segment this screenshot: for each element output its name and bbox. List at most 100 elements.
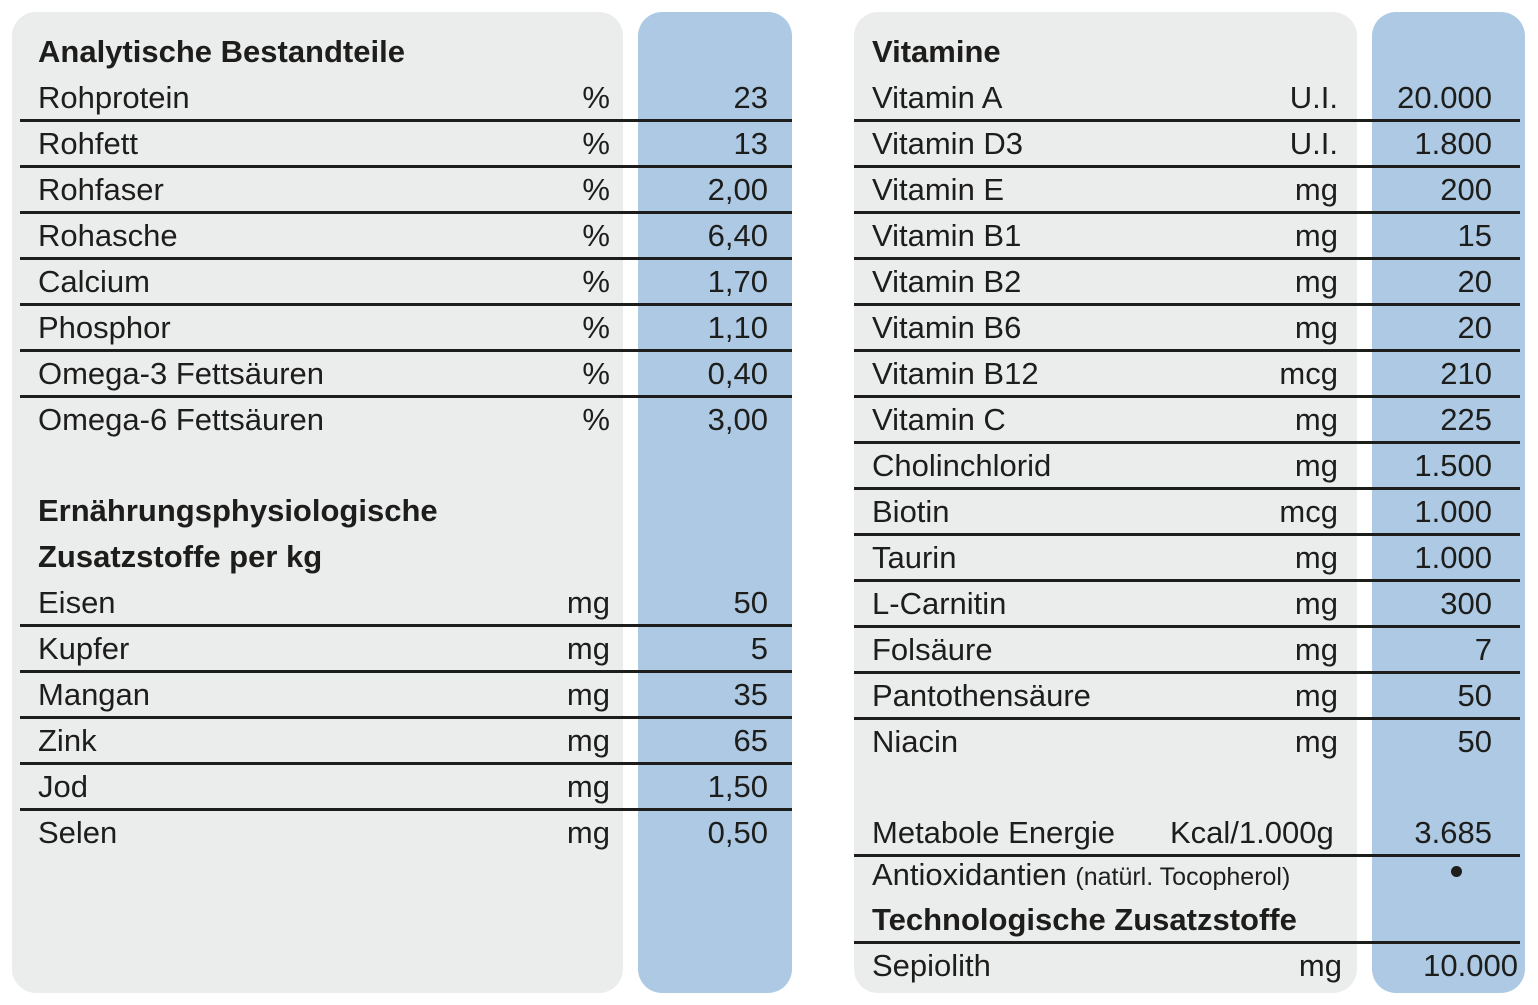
right-panel-background: [854, 12, 1357, 993]
row-unit: %: [582, 172, 610, 207]
row-label: Cholinchlorid: [872, 448, 1052, 483]
row-unit: mg: [1294, 678, 1338, 713]
table-row: Vitamin D3 U.I. 1.800: [0, 120, 1538, 169]
row-value: 225: [1440, 402, 1492, 437]
antioxidants-note: (natürl. Tocopherol): [1075, 863, 1291, 891]
row-label: Taurin: [872, 540, 957, 575]
table-row: Vitamin E mg 200: [0, 166, 1538, 215]
row-value: 65: [733, 723, 768, 758]
row-value: 10.000: [1423, 948, 1518, 983]
row-label: Rohfaser: [38, 172, 164, 207]
row-unit: mg: [1294, 310, 1338, 345]
table-row: Zink mg 65: [0, 717, 1538, 766]
table-row: L-Carnitin mg 300: [0, 580, 1538, 629]
energy-label: Metabole Energie: [872, 815, 1115, 850]
table-row: Calcium % 1,70: [0, 258, 1538, 307]
row-unit: mg: [1294, 632, 1338, 667]
row-value: 50: [733, 585, 768, 620]
row-value: 20.000: [1397, 80, 1492, 115]
row-unit: mg: [566, 769, 610, 804]
row-unit: mg: [1298, 948, 1342, 983]
zusatzstoffe-heading-row: Ernährungsphysiologische: [0, 487, 1538, 533]
section-heading: Vitamine: [872, 34, 1001, 69]
table-row: Vitamin A U.I. 20.000: [0, 74, 1538, 123]
table-row: Omega-3 Fettsäuren % 0,40: [0, 350, 1538, 399]
row-unit: mg: [566, 723, 610, 758]
section-heading: Ernährungsphysiologische: [38, 493, 438, 528]
tech-heading-row: Technologische Zusatzstoffe: [0, 896, 1538, 944]
row-value: 50: [1457, 724, 1492, 759]
row-unit: %: [582, 126, 610, 161]
row-label: Rohprotein: [38, 80, 190, 115]
row-unit: %: [582, 402, 610, 437]
row-label: Folsäure: [872, 632, 993, 667]
row-unit: %: [582, 310, 610, 345]
section-heading: Technologische Zusatzstoffe: [872, 902, 1297, 937]
row-label: Vitamin B12: [872, 356, 1039, 391]
row-label: Vitamin D3: [872, 126, 1024, 161]
row-label: Niacin: [872, 724, 959, 759]
row-value: 1.500: [1414, 448, 1492, 483]
row-unit: mg: [1294, 448, 1338, 483]
row-value: 200: [1440, 172, 1492, 207]
table-row: Phosphor % 1,10: [0, 304, 1538, 353]
row-label: L-Carnitin: [872, 586, 1007, 621]
row-label: Vitamin B6: [872, 310, 1022, 345]
row-label: Mangan: [38, 677, 151, 712]
section-heading: Analytische Bestandteile: [38, 34, 405, 69]
row-value: 7: [1474, 632, 1492, 667]
row-value: 1.800: [1414, 126, 1492, 161]
zusatzstoffe-heading-row-2: Zusatzstoffe per kg: [0, 533, 1538, 579]
row-unit: mg: [1294, 402, 1338, 437]
table-row: Kupfer mg 5: [0, 625, 1538, 674]
table-row: Eisen mg 50: [0, 579, 1538, 628]
row-unit: mg: [566, 677, 610, 712]
row-value: 1,70: [707, 264, 768, 299]
row-unit: mcg: [1279, 494, 1338, 529]
row-label: Vitamin B2: [872, 264, 1022, 299]
table-row: Niacin mg 50: [0, 718, 1538, 764]
row-unit: mg: [1294, 540, 1338, 575]
table-row: Omega-6 Fettsäuren % 3,00: [0, 396, 1538, 442]
table-row: Cholinchlorid mg 1.500: [0, 442, 1538, 491]
table-row: Jod mg 1,50: [0, 763, 1538, 812]
row-unit: %: [582, 80, 610, 115]
table-row: Rohfaser % 2,00: [0, 166, 1538, 215]
table-row: Rohfett % 13: [0, 120, 1538, 169]
table-row: Vitamin B12 mcg 210: [0, 350, 1538, 399]
row-label: Omega-3 Fettsäuren: [38, 356, 325, 391]
row-label: Eisen: [38, 585, 116, 620]
row-unit: mg: [566, 585, 610, 620]
included-bullet-icon: [1451, 866, 1462, 877]
row-label: Rohasche: [38, 218, 178, 253]
row-unit: mg: [566, 631, 610, 666]
row-label: Calcium: [38, 264, 150, 299]
row-value: 20: [1457, 310, 1492, 345]
row-value: 23: [733, 80, 768, 115]
row-value: 3,00: [707, 402, 768, 437]
sepiolith-row: Sepiolith mg 10.000: [0, 942, 1538, 988]
row-value: 6,40: [707, 218, 768, 253]
row-unit: mg: [1294, 172, 1338, 207]
row-label: Biotin: [872, 494, 950, 529]
antioxidants-text: Antioxidantien: [872, 857, 1067, 892]
table-row: Mangan mg 35: [0, 671, 1538, 720]
row-unit: mg: [1294, 218, 1338, 253]
row-value: 50: [1457, 678, 1492, 713]
row-unit: U.I.: [1289, 126, 1338, 161]
left-panel-background: [12, 12, 623, 993]
row-label: Phosphor: [38, 310, 171, 345]
row-unit: mg: [1294, 264, 1338, 299]
row-value: 35: [733, 677, 768, 712]
antioxidants-label: Antioxidantien (natürl. Tocopherol): [872, 855, 1290, 897]
row-value: 5: [750, 631, 768, 666]
table-row: Rohasche % 6,40: [0, 212, 1538, 261]
table-row: Vitamin B1 mg 15: [0, 212, 1538, 261]
antioxidants-row: Antioxidantien (natürl. Tocopherol): [0, 851, 1538, 897]
row-value: 1.000: [1414, 540, 1492, 575]
table-row: Rohprotein % 23: [0, 74, 1538, 123]
row-value: 0,40: [707, 356, 768, 391]
energy-unit: Kcal/1.000g: [1170, 815, 1334, 850]
energy-row: Metabole Energie Kcal/1.000g 3.685: [0, 809, 1538, 857]
row-unit: mg: [566, 815, 610, 850]
